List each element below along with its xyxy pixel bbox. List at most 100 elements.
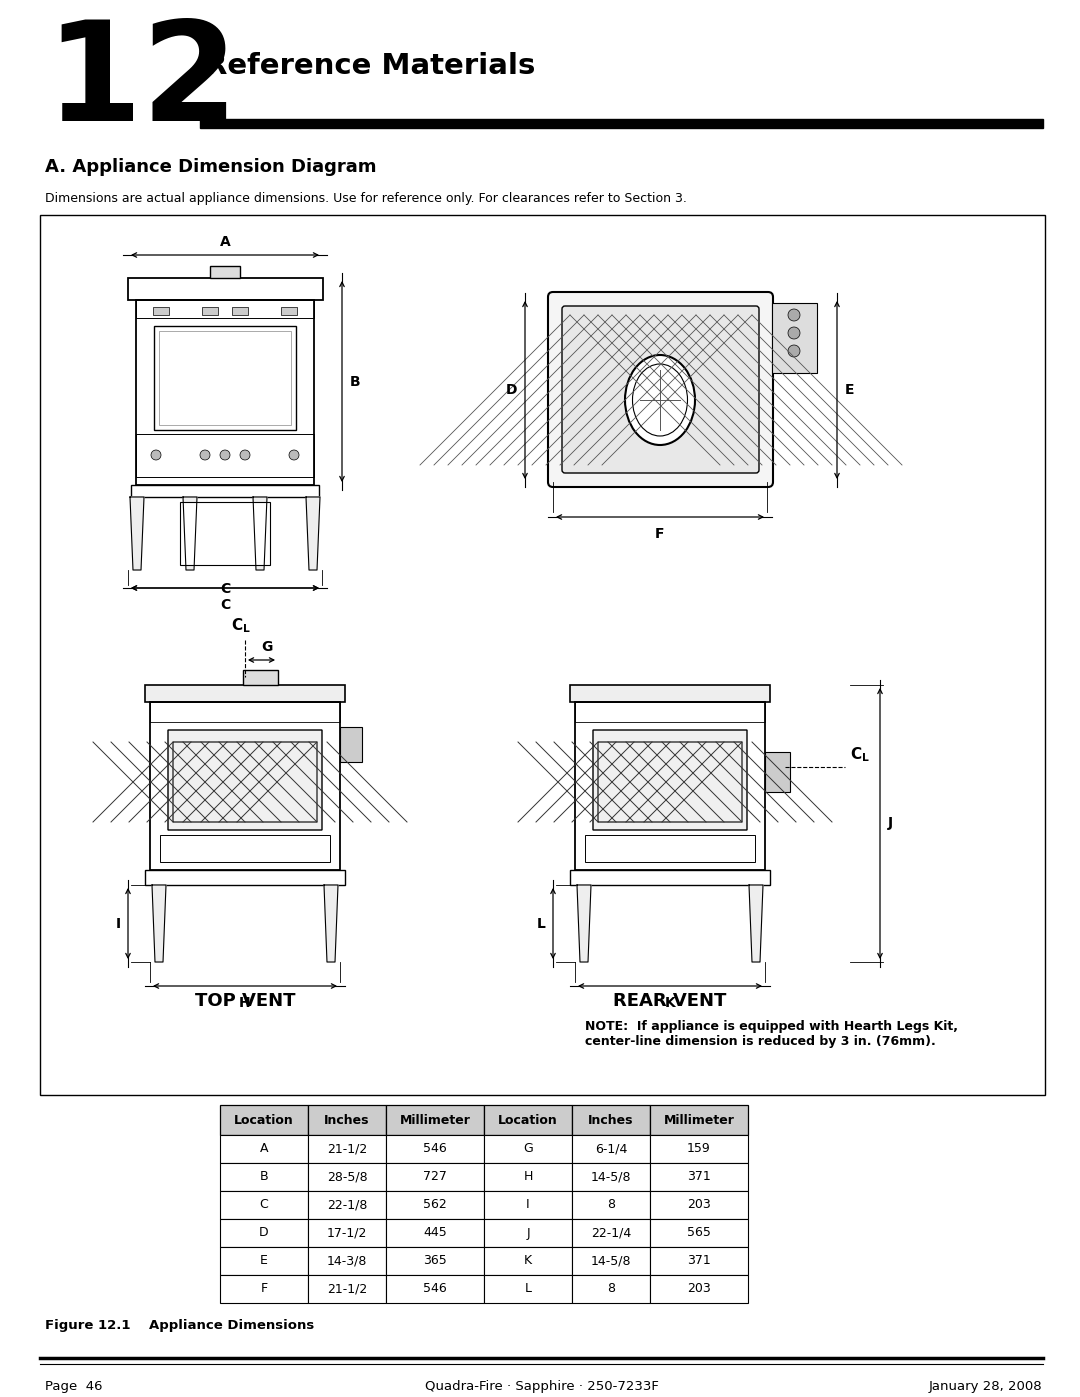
Bar xyxy=(220,1134,308,1162)
Text: 371: 371 xyxy=(687,1255,711,1267)
FancyBboxPatch shape xyxy=(168,731,322,830)
Circle shape xyxy=(220,450,230,460)
Text: $\mathbf{C_L}$: $\mathbf{C_L}$ xyxy=(850,746,869,764)
Text: C: C xyxy=(220,583,230,597)
Bar xyxy=(572,1275,650,1303)
Polygon shape xyxy=(152,886,166,963)
Bar xyxy=(220,1248,308,1275)
Text: I: I xyxy=(526,1199,530,1211)
Text: 21-1/2: 21-1/2 xyxy=(327,1282,367,1295)
Bar xyxy=(575,703,765,722)
Bar xyxy=(308,1192,386,1220)
Bar xyxy=(308,1105,386,1134)
Polygon shape xyxy=(253,497,267,570)
Text: K: K xyxy=(524,1255,532,1267)
Bar xyxy=(340,726,362,761)
Text: A: A xyxy=(219,235,230,249)
Text: 22-1/4: 22-1/4 xyxy=(591,1227,631,1239)
Bar xyxy=(136,300,314,485)
Bar xyxy=(572,1105,650,1134)
Text: H: H xyxy=(239,996,251,1010)
Bar xyxy=(650,1248,748,1275)
Bar xyxy=(220,1162,308,1192)
Polygon shape xyxy=(324,886,338,963)
Bar xyxy=(40,215,1045,1095)
FancyBboxPatch shape xyxy=(548,292,773,488)
Bar xyxy=(308,1134,386,1162)
Text: 159: 159 xyxy=(687,1143,711,1155)
Text: 565: 565 xyxy=(687,1227,711,1239)
Bar xyxy=(650,1220,748,1248)
Text: 22-1/8: 22-1/8 xyxy=(327,1199,367,1211)
Bar xyxy=(772,303,816,373)
Text: J: J xyxy=(526,1227,530,1239)
Polygon shape xyxy=(750,886,762,963)
Text: 546: 546 xyxy=(423,1282,447,1295)
Text: 365: 365 xyxy=(423,1255,447,1267)
Text: J: J xyxy=(888,816,893,830)
Text: Inches: Inches xyxy=(324,1113,369,1126)
Bar xyxy=(570,685,770,703)
Text: L: L xyxy=(537,916,546,930)
Text: Location: Location xyxy=(234,1113,294,1126)
Bar xyxy=(220,1220,308,1248)
Bar xyxy=(180,502,270,564)
Text: L: L xyxy=(525,1282,531,1295)
Polygon shape xyxy=(130,497,144,570)
Text: January 28, 2008: January 28, 2008 xyxy=(929,1380,1042,1393)
Bar xyxy=(572,1220,650,1248)
Bar xyxy=(386,1192,484,1220)
Bar xyxy=(765,752,789,792)
Bar xyxy=(386,1105,484,1134)
Bar xyxy=(243,671,278,685)
Bar xyxy=(484,1134,572,1162)
Bar xyxy=(159,331,291,425)
Text: 6-1/4: 6-1/4 xyxy=(595,1143,627,1155)
Bar xyxy=(308,1275,386,1303)
Text: 14-5/8: 14-5/8 xyxy=(591,1255,631,1267)
Circle shape xyxy=(289,450,299,460)
Bar xyxy=(220,1192,308,1220)
Text: Figure 12.1    Appliance Dimensions: Figure 12.1 Appliance Dimensions xyxy=(45,1319,314,1331)
Text: REAR VENT: REAR VENT xyxy=(613,992,727,1010)
Text: Quadra-Fire · Sapphire · 250-7233F: Quadra-Fire · Sapphire · 250-7233F xyxy=(426,1380,659,1393)
Bar xyxy=(484,1105,572,1134)
Bar xyxy=(153,307,168,314)
Text: D: D xyxy=(259,1227,269,1239)
Bar xyxy=(650,1162,748,1192)
Text: 445: 445 xyxy=(423,1227,447,1239)
Bar xyxy=(136,434,314,476)
Circle shape xyxy=(200,450,210,460)
Bar xyxy=(386,1220,484,1248)
Bar xyxy=(484,1192,572,1220)
Bar xyxy=(220,1105,308,1134)
Text: Page  46: Page 46 xyxy=(45,1380,103,1393)
Text: B: B xyxy=(350,374,361,388)
Text: C: C xyxy=(220,598,230,612)
Bar xyxy=(585,835,755,862)
Bar xyxy=(136,300,314,319)
Bar xyxy=(131,485,319,497)
Ellipse shape xyxy=(625,355,696,446)
Circle shape xyxy=(151,450,161,460)
Circle shape xyxy=(788,309,800,321)
Text: Reference Materials: Reference Materials xyxy=(205,52,536,80)
Text: 14-5/8: 14-5/8 xyxy=(591,1171,631,1183)
Text: B: B xyxy=(259,1171,268,1183)
Bar xyxy=(145,685,345,703)
Text: 727: 727 xyxy=(423,1171,447,1183)
Bar xyxy=(160,835,330,862)
Text: G: G xyxy=(260,640,272,654)
Bar xyxy=(484,1248,572,1275)
Bar xyxy=(386,1248,484,1275)
Bar xyxy=(150,703,340,722)
Polygon shape xyxy=(183,497,197,570)
Text: H: H xyxy=(524,1171,532,1183)
Text: G: G xyxy=(523,1143,532,1155)
Bar xyxy=(154,326,296,430)
Bar xyxy=(200,119,1043,129)
Bar xyxy=(281,307,297,314)
Text: C: C xyxy=(259,1199,268,1211)
Text: 371: 371 xyxy=(687,1171,711,1183)
Bar xyxy=(650,1134,748,1162)
